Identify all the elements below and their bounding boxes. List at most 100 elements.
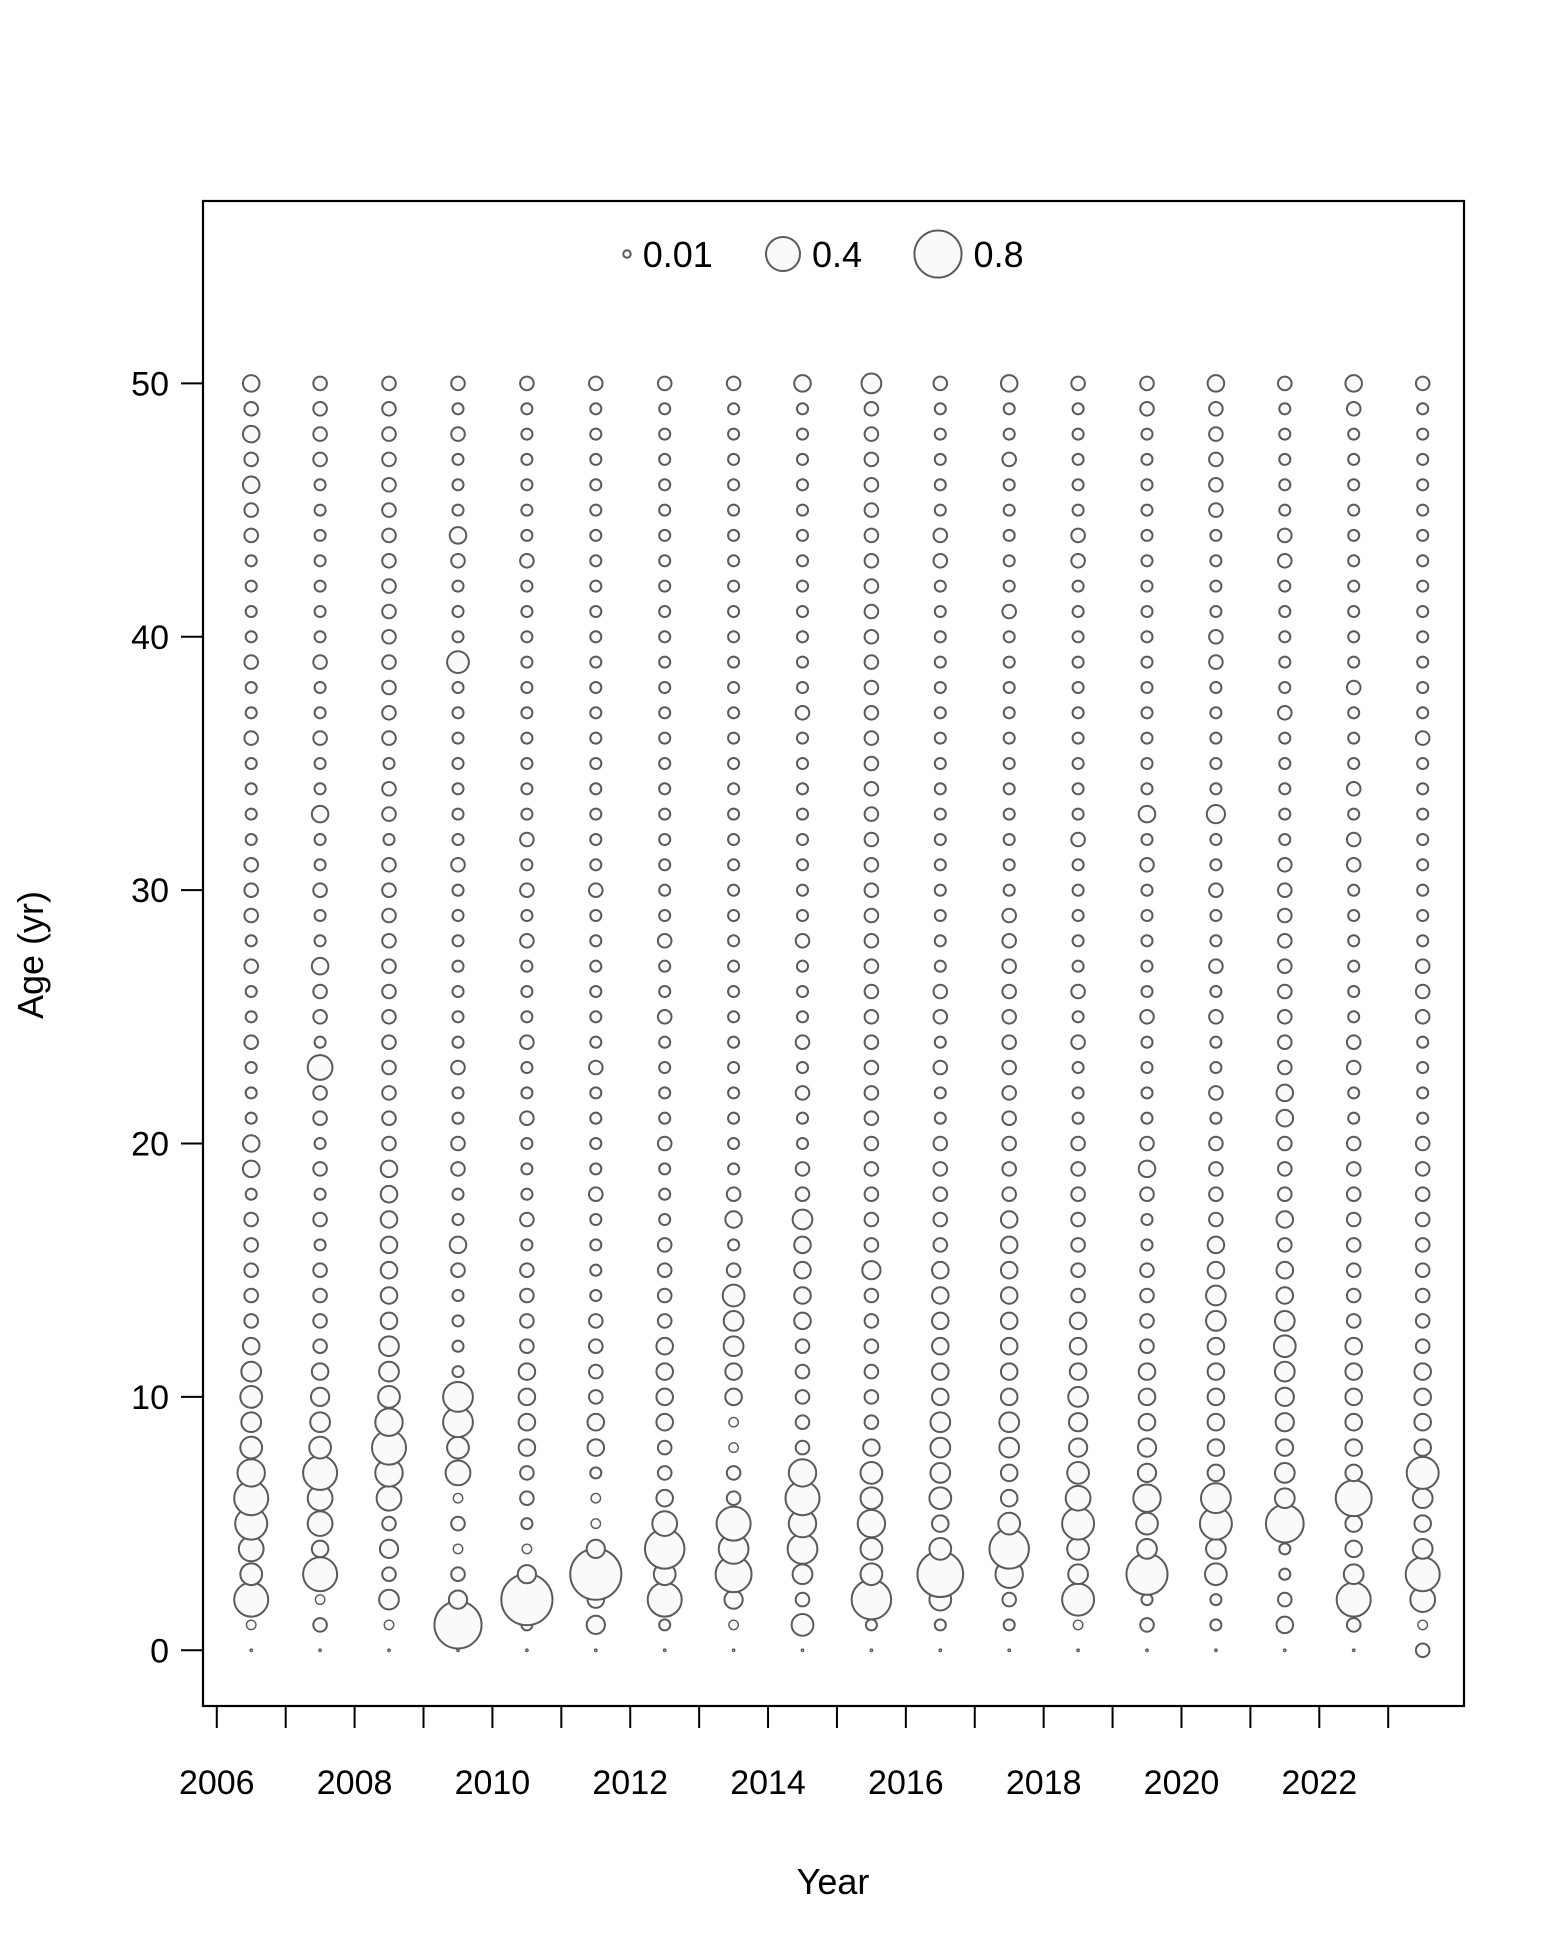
bubble-2007-age-48 [312, 426, 328, 442]
bubble-2021-age-2 [1277, 1591, 1293, 1608]
bubble-2011-age-11 [588, 1363, 604, 1380]
bubble-2011-age-14 [589, 1288, 603, 1303]
bubble-2020-age-22 [1208, 1085, 1224, 1101]
bubble-2023-age-8 [1413, 1438, 1432, 1457]
bubble-2013-age-22 [727, 1086, 741, 1100]
bubble-2023-age-48 [1416, 427, 1430, 441]
bubble-2010-age-29 [520, 908, 534, 923]
bubble-2013-age-29 [727, 908, 741, 923]
bubble-2010-age-0 [525, 1648, 529, 1653]
bubble-2010-age-36 [520, 731, 534, 745]
bubble-2015-age-30 [863, 882, 880, 898]
bubble-2023-age-36 [1414, 730, 1431, 746]
bubble-2018-age-35 [1071, 756, 1085, 771]
bubble-2021-age-4 [1278, 1542, 1292, 1556]
bubble-2013-age-34 [727, 782, 741, 796]
bubble-2012-age-23 [658, 1060, 672, 1075]
bubble-2017-age-9 [998, 1411, 1021, 1434]
bubble-2023-age-18 [1414, 1186, 1431, 1202]
bubble-2011-age-1 [585, 1614, 606, 1636]
bubble-2014-age-18 [794, 1186, 811, 1202]
bubble-2019-age-33 [1137, 804, 1157, 824]
bubble-2007-age-49 [312, 401, 328, 417]
bubble-2016-age-33 [933, 807, 947, 821]
bubble-2017-age-10 [999, 1387, 1019, 1407]
bubble-2011-age-12 [588, 1338, 604, 1354]
bubble-2012-age-34 [658, 782, 672, 796]
bubble-2013-age-10 [724, 1387, 743, 1407]
x-axis-title: Year [797, 1861, 870, 1902]
bubble-2012-age-48 [658, 427, 672, 441]
bubble-2006-age-48 [241, 424, 261, 444]
bubble-2011-age-49 [589, 402, 603, 416]
bubble-2019-age-8 [1136, 1437, 1158, 1458]
bubble-2015-age-36 [863, 730, 880, 746]
bubble-2018-age-33 [1071, 807, 1085, 821]
bubble-2009-age-4 [452, 1543, 464, 1555]
bubble-2017-age-43 [1002, 554, 1016, 568]
bubble-2020-age-50 [1206, 374, 1226, 393]
bubble-2013-age-31 [727, 858, 741, 872]
bubble-2022-age-23 [1345, 1059, 1362, 1076]
bubble-2009-age-15 [450, 1262, 466, 1278]
bubble-2023-age-27 [1414, 958, 1431, 974]
bubble-2014-age-38 [795, 680, 810, 695]
bubble-2011-age-38 [589, 680, 603, 695]
bubble-2019-age-21 [1140, 1111, 1154, 1125]
bubble-2014-age-48 [795, 427, 810, 441]
bubble-2018-age-50 [1070, 375, 1086, 392]
bubble-2010-age-18 [520, 1187, 534, 1201]
bubble-2014-age-29 [795, 908, 810, 923]
bubble-2013-age-6 [725, 1490, 742, 1506]
bubble-2007-age-42 [313, 579, 327, 593]
bubble-2017-age-49 [1002, 402, 1016, 416]
bubble-2014-age-45 [795, 503, 810, 517]
bubble-2006-age-23 [244, 1060, 258, 1075]
bubble-2014-age-49 [795, 402, 810, 416]
bubble-2021-age-14 [1275, 1286, 1295, 1305]
bubble-2015-age-35 [863, 755, 880, 772]
bubble-2023-age-16 [1414, 1237, 1431, 1253]
bubble-2018-age-4 [1066, 1537, 1090, 1561]
bubble-2020-age-0 [1214, 1648, 1218, 1653]
bubble-2006-age-50 [241, 374, 261, 393]
bubble-2016-age-30 [933, 883, 947, 897]
bubble-2008-age-30 [381, 882, 397, 898]
bubble-2017-age-47 [1001, 451, 1017, 468]
bubble-2018-age-6 [1064, 1484, 1092, 1512]
bubble-2021-age-29 [1277, 907, 1293, 924]
bubble-2013-age-42 [727, 579, 741, 593]
bubble-2010-age-20 [520, 1136, 534, 1151]
bubble-2017-age-46 [1002, 478, 1016, 492]
bubble-2016-age-48 [933, 427, 947, 441]
bubble-2020-age-34 [1209, 782, 1223, 796]
bubble-2015-age-9 [863, 1414, 880, 1430]
bubble-2021-age-37 [1277, 705, 1293, 721]
bubble-2016-age-0 [938, 1648, 943, 1653]
bubble-2012-age-16 [656, 1237, 673, 1253]
bubble-2010-age-48 [520, 427, 534, 441]
x-tick-label: 2008 [317, 1764, 393, 1802]
bubble-2013-age-35 [727, 756, 741, 771]
bubble-2010-age-7 [519, 1465, 535, 1481]
bubble-2010-age-40 [520, 630, 534, 644]
bubble-2007-age-29 [313, 908, 327, 923]
bubble-2009-age-24 [451, 1035, 465, 1049]
bubble-2021-age-12 [1272, 1334, 1297, 1359]
bubble-2023-age-11 [1413, 1362, 1432, 1381]
bubble-2020-age-39 [1208, 654, 1224, 670]
bubble-2022-age-22 [1347, 1086, 1361, 1100]
bubble-2021-age-6 [1273, 1487, 1296, 1510]
bubble-2007-age-17 [312, 1211, 328, 1228]
bubble-2011-age-25 [589, 1010, 603, 1024]
bubble-2010-age-33 [520, 807, 534, 821]
bubble-2011-age-30 [588, 882, 604, 898]
bubble-2011-age-48 [589, 427, 603, 441]
bubble-2014-age-36 [795, 731, 810, 745]
bubble-2006-age-39 [243, 654, 259, 670]
bubble-2016-age-36 [933, 731, 947, 745]
bubble-2022-age-29 [1347, 908, 1361, 923]
bubble-2007-age-37 [313, 706, 327, 720]
bubble-2016-age-34 [933, 782, 947, 796]
bubble-2022-age-44 [1347, 528, 1361, 542]
